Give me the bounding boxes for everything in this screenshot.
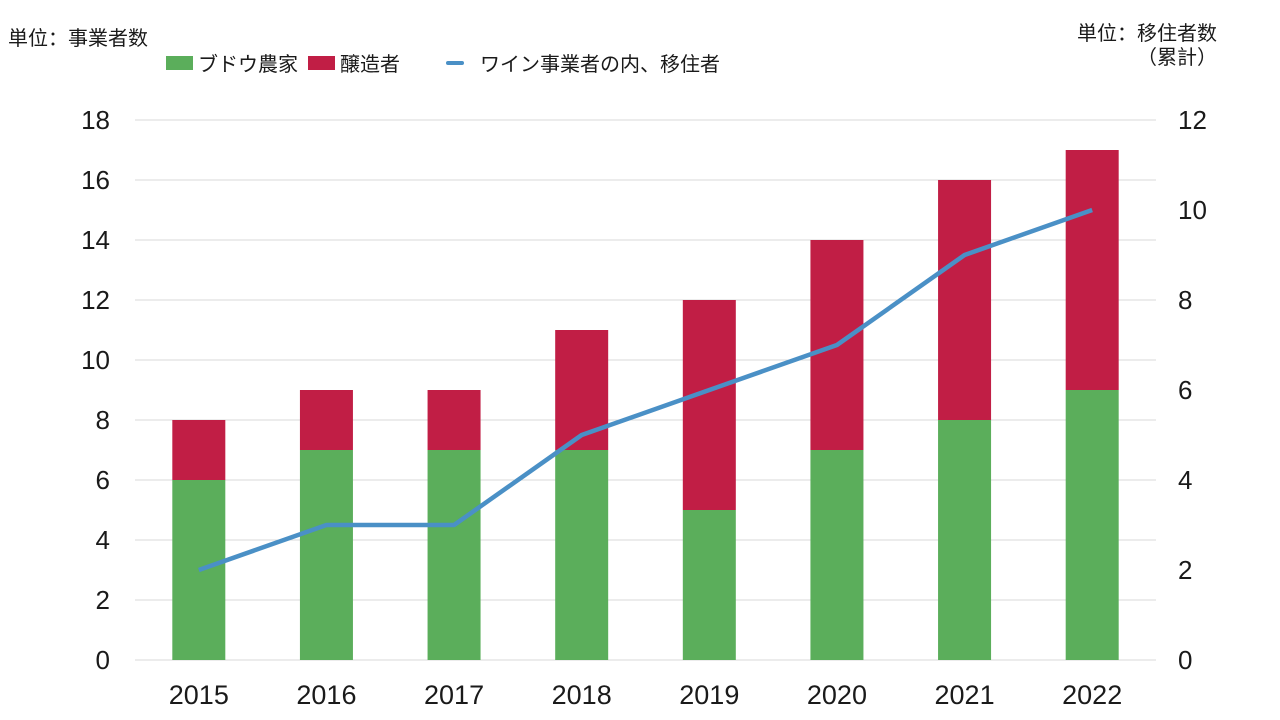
bar-segment-2015 — [172, 420, 226, 480]
right-axis-tick-label: 8 — [1178, 285, 1192, 315]
right-axis-tick-label: 4 — [1178, 465, 1192, 495]
x-axis-label-2019: 2019 — [679, 680, 739, 710]
bar-segment-2020 — [810, 450, 864, 660]
migrants-line-series — [198, 207, 1093, 573]
x-axis-label-2016: 2016 — [296, 680, 356, 710]
bar-segment-2018 — [555, 330, 609, 450]
bar-segment-2019 — [682, 300, 736, 510]
legend-label-migrants: ワイン事業者の内、移住者 — [480, 54, 720, 76]
right-axis-unit-line2: （累計） — [1137, 47, 1217, 69]
grape-farmers-swatch-icon — [166, 55, 193, 70]
right-axis-unit-label: 単位：移住者数 （累計） — [1077, 22, 1217, 70]
left-axis-tick-label: 0 — [96, 645, 110, 675]
legend-item-grape-farmers: ブドウ農家 — [166, 48, 298, 77]
bar-segment-2022 — [1065, 390, 1119, 660]
migrants-line-swatch-icon — [446, 60, 464, 65]
x-axis-label-2022: 2022 — [1062, 680, 1122, 710]
left-axis-tick-label: 10 — [81, 345, 110, 375]
legend-label-brewers: 醸造者 — [340, 54, 400, 76]
bar-segment-2021 — [938, 420, 992, 660]
bar-segment-2017 — [427, 450, 481, 660]
right-axis-tick-label: 0 — [1178, 645, 1192, 675]
x-axis-label-2015: 2015 — [169, 680, 229, 710]
right-axis-tick-label: 12 — [1178, 105, 1207, 135]
x-axis-label-2018: 2018 — [552, 680, 612, 710]
legend-item-migrants-line: ワイン事業者の内、移住者 — [446, 48, 720, 77]
left-axis-tick-label: 4 — [96, 525, 110, 555]
bar-segment-2021 — [938, 180, 992, 420]
legend: ブドウ農家 醸造者 ワイン事業者の内、移住者 — [166, 48, 720, 77]
bar-segment-2016 — [299, 450, 353, 660]
bar-segment-2016 — [299, 390, 353, 450]
bar-segment-2022 — [1065, 150, 1119, 390]
left-axis-unit-label: 単位：事業者数 — [8, 28, 148, 50]
x-axis-label-2020: 2020 — [807, 680, 867, 710]
x-axis-label-2021: 2021 — [935, 680, 995, 710]
brewers-swatch-icon — [308, 55, 335, 70]
right-axis-tick-label: 10 — [1178, 195, 1207, 225]
left-axis-tick-label: 6 — [96, 465, 110, 495]
legend-label-grape-farmers: ブドウ農家 — [198, 54, 298, 76]
left-axis-tick-label: 18 — [81, 105, 110, 135]
left-axis-tick-label: 2 — [96, 585, 110, 615]
left-axis-tick-label: 8 — [96, 405, 110, 435]
left-axis-tick-label: 12 — [81, 285, 110, 315]
right-axis-tick-label: 2 — [1178, 555, 1192, 585]
x-axis-label-2017: 2017 — [424, 680, 484, 710]
left-axis-tick-label: 14 — [81, 225, 110, 255]
right-axis-tick-label: 6 — [1178, 375, 1192, 405]
bar-segment-2018 — [555, 450, 609, 660]
bar-segment-2019 — [682, 510, 736, 660]
left-axis-tick-label: 16 — [81, 165, 110, 195]
legend-item-brewers: 醸造者 — [308, 48, 400, 77]
bar-segment-2017 — [427, 390, 481, 450]
right-axis-unit-line1: 単位：移住者数 — [1077, 23, 1217, 45]
